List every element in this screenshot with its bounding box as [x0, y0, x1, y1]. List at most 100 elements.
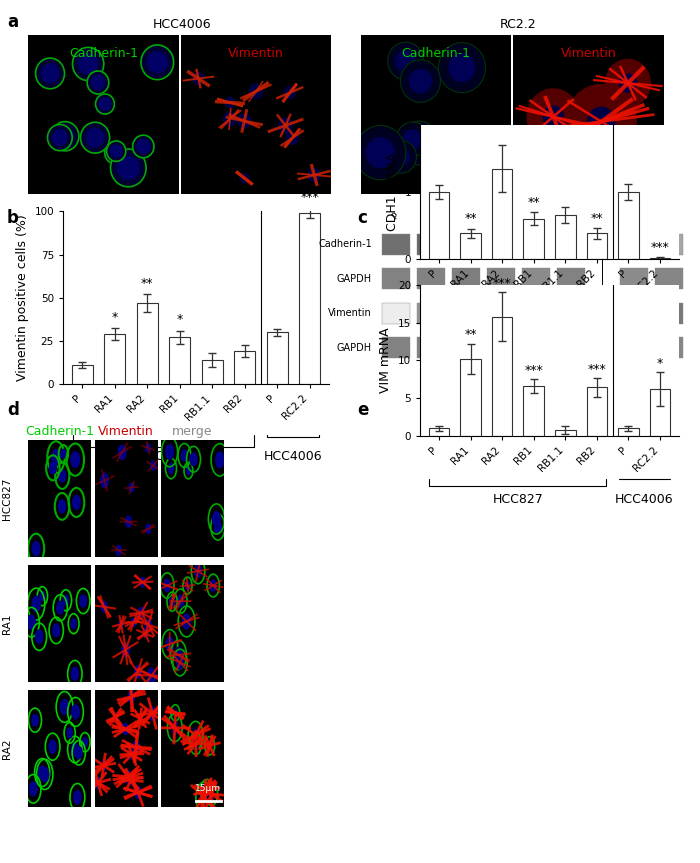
Circle shape: [386, 141, 416, 173]
Circle shape: [139, 608, 144, 618]
Text: Cadherin-1: Cadherin-1: [318, 239, 372, 249]
Circle shape: [71, 743, 78, 755]
Circle shape: [173, 770, 180, 783]
Circle shape: [582, 130, 598, 147]
Bar: [587, 387, 607, 436]
Circle shape: [177, 595, 184, 608]
Circle shape: [95, 94, 114, 114]
Circle shape: [57, 602, 64, 614]
Circle shape: [204, 785, 210, 797]
FancyBboxPatch shape: [486, 268, 514, 289]
Circle shape: [76, 747, 82, 759]
Circle shape: [32, 542, 40, 556]
Circle shape: [174, 647, 183, 662]
Circle shape: [181, 755, 188, 769]
Circle shape: [122, 724, 128, 734]
Text: Vimentin: Vimentin: [328, 308, 372, 318]
Circle shape: [50, 463, 56, 474]
Text: Vimentin: Vimentin: [561, 47, 616, 60]
Circle shape: [438, 42, 486, 92]
Circle shape: [166, 637, 174, 652]
Circle shape: [40, 591, 45, 601]
FancyBboxPatch shape: [556, 234, 584, 255]
Circle shape: [206, 740, 214, 756]
Text: 15μm: 15μm: [195, 784, 221, 793]
Circle shape: [95, 778, 101, 788]
Circle shape: [149, 708, 155, 720]
Circle shape: [395, 51, 415, 72]
Circle shape: [125, 771, 131, 783]
Text: RB1.1: RB1.1: [523, 197, 548, 222]
FancyBboxPatch shape: [486, 337, 514, 358]
Circle shape: [72, 705, 79, 718]
Circle shape: [140, 577, 146, 587]
Bar: [524, 219, 544, 259]
Text: Cadherin-1: Cadherin-1: [25, 425, 94, 438]
Circle shape: [176, 699, 181, 709]
Circle shape: [87, 71, 108, 94]
FancyBboxPatch shape: [416, 303, 444, 324]
Circle shape: [188, 779, 195, 791]
Circle shape: [210, 580, 216, 591]
Circle shape: [109, 146, 121, 160]
Bar: [104, 334, 125, 384]
Circle shape: [130, 483, 134, 492]
Circle shape: [192, 728, 199, 742]
FancyBboxPatch shape: [416, 337, 444, 358]
Circle shape: [32, 596, 41, 612]
Circle shape: [543, 106, 564, 128]
Circle shape: [113, 713, 118, 721]
Text: Cadherin-1: Cadherin-1: [401, 47, 470, 60]
Circle shape: [462, 139, 493, 172]
Circle shape: [183, 614, 191, 629]
Circle shape: [113, 713, 118, 721]
Circle shape: [73, 495, 80, 510]
Circle shape: [83, 738, 88, 746]
Text: 15μm: 15μm: [620, 165, 648, 175]
Circle shape: [449, 54, 475, 81]
Circle shape: [146, 444, 150, 452]
Circle shape: [400, 60, 440, 103]
Circle shape: [145, 619, 152, 631]
Circle shape: [146, 620, 151, 630]
Circle shape: [52, 129, 67, 146]
Y-axis label: VIM mRNA: VIM mRNA: [379, 327, 392, 394]
FancyBboxPatch shape: [452, 268, 480, 289]
Circle shape: [355, 125, 406, 180]
Circle shape: [148, 52, 167, 72]
Text: **: **: [528, 196, 540, 209]
Circle shape: [410, 69, 431, 92]
Circle shape: [570, 117, 610, 160]
Circle shape: [118, 156, 139, 180]
Text: ***: ***: [300, 191, 319, 204]
Bar: [267, 332, 288, 384]
Bar: [461, 234, 481, 259]
Text: Vimentin: Vimentin: [98, 425, 154, 438]
Circle shape: [140, 577, 145, 587]
Circle shape: [41, 767, 49, 782]
Circle shape: [52, 450, 60, 464]
Circle shape: [53, 625, 60, 636]
Circle shape: [398, 121, 440, 165]
Circle shape: [169, 463, 174, 473]
Circle shape: [199, 695, 205, 707]
Circle shape: [143, 629, 147, 638]
FancyBboxPatch shape: [556, 303, 584, 324]
Circle shape: [116, 545, 121, 555]
Circle shape: [36, 630, 43, 644]
Text: Vimentin: Vimentin: [228, 47, 284, 60]
Circle shape: [216, 720, 224, 735]
Circle shape: [122, 723, 129, 735]
Circle shape: [172, 769, 181, 784]
Text: c: c: [357, 209, 367, 227]
Circle shape: [388, 42, 423, 80]
Circle shape: [83, 737, 88, 747]
Circle shape: [80, 595, 86, 607]
Circle shape: [128, 690, 135, 703]
Text: P: P: [391, 211, 400, 222]
Text: d: d: [7, 401, 19, 419]
Text: *: *: [176, 313, 183, 326]
Text: **: **: [591, 211, 603, 224]
Bar: [428, 192, 449, 259]
Circle shape: [119, 620, 123, 628]
